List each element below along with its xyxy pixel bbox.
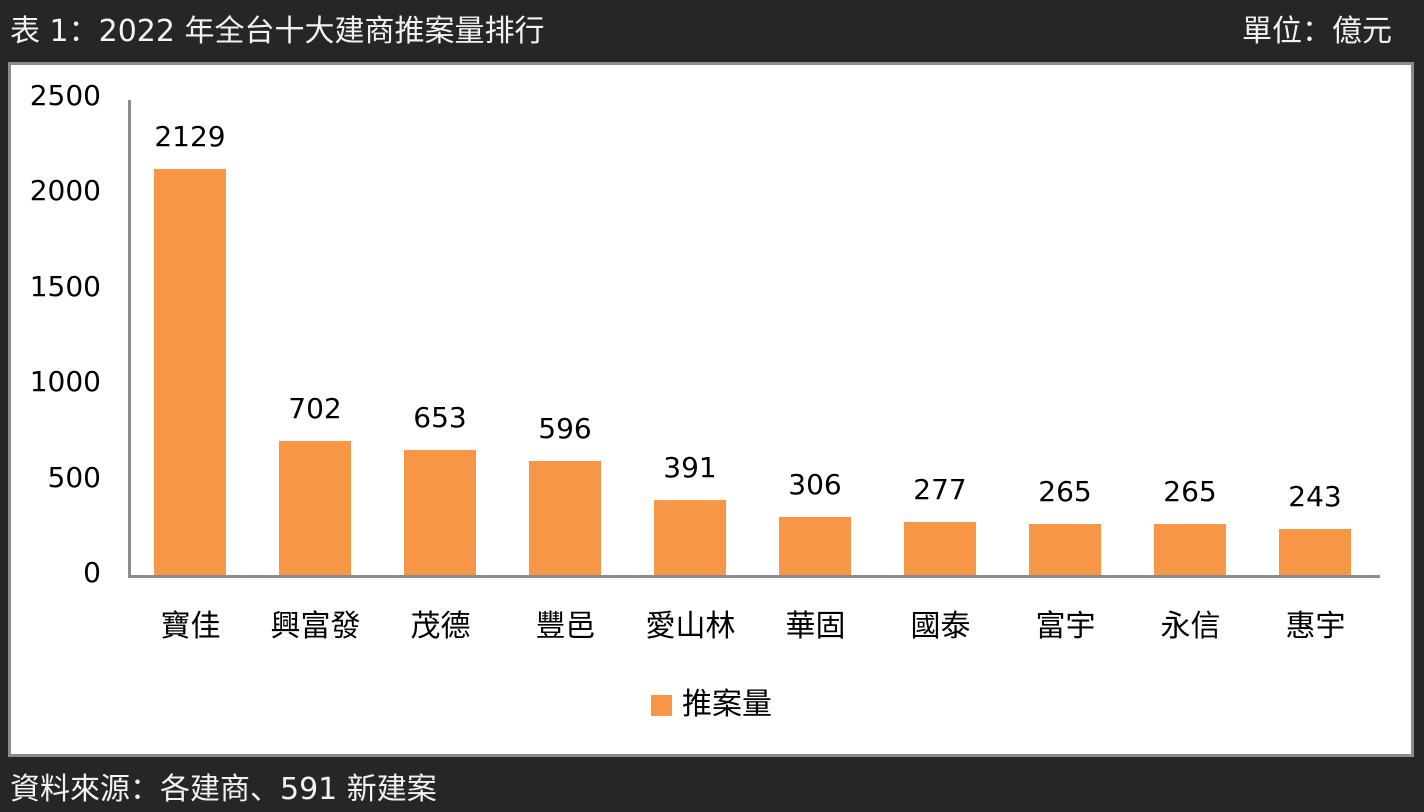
y-tick-label: 1500 (29, 269, 101, 303)
x-category-label: 華固 (785, 609, 846, 644)
y-tick-label: 1000 (29, 365, 101, 399)
x-category-label: 茂德 (410, 609, 471, 644)
plot-area: 0 500 1000 1500 2000 2500 2129 寶佳 702 興富發 653 茂德 596… (11, 65, 1411, 754)
x-category-label: 興富發 (270, 609, 361, 644)
bar-value-label: 306 (788, 467, 842, 501)
bar (529, 461, 601, 575)
legend-label: 推案量 (682, 687, 772, 722)
x-category-label: 國泰 (910, 609, 971, 644)
bar (279, 441, 351, 575)
x-axis-line (128, 575, 1380, 578)
x-category-label: 寶佳 (160, 609, 221, 644)
x-category-label: 愛山林 (645, 609, 736, 644)
bar (654, 500, 726, 575)
bar-value-label: 391 (663, 451, 717, 485)
bar-value-label: 702 (288, 392, 342, 426)
y-axis-line (128, 100, 131, 578)
legend-swatch-icon (651, 694, 672, 716)
bar-value-label: 243 (1288, 479, 1342, 513)
y-tick-label: 2500 (29, 79, 101, 112)
y-tick-label: 2000 (29, 174, 101, 208)
legend: 推案量 (651, 687, 772, 723)
chart-panel: 0 500 1000 1500 2000 2500 2129 寶佳 702 興富發 653 茂德 596… (8, 62, 1414, 757)
y-tick-label: 0 (83, 556, 101, 589)
bar (904, 522, 976, 575)
bar-value-label: 596 (538, 412, 592, 446)
bar (154, 168, 226, 575)
x-category-label: 富宇 (1035, 609, 1096, 644)
bar (1029, 524, 1101, 575)
bar (1279, 528, 1351, 575)
bar-value-label: 265 (1163, 475, 1217, 509)
unit-label: 單位：億元 (1242, 14, 1392, 49)
bar-value-label: 653 (413, 401, 467, 435)
source-note: 資料來源：各建商、591 新建案 (10, 772, 437, 807)
bar-value-label: 265 (1038, 475, 1092, 509)
bar (779, 516, 851, 575)
x-category-label: 惠宇 (1285, 609, 1346, 644)
y-tick-label: 500 (47, 460, 101, 494)
bar-value-label: 277 (913, 473, 967, 507)
bar (1154, 524, 1226, 575)
chart-title: 表 1：2022 年全台十大建商推案量排行 (10, 14, 545, 49)
bar-value-label: 2129 (154, 119, 226, 153)
bar (404, 450, 476, 575)
x-category-label: 永信 (1160, 609, 1221, 644)
x-category-label: 豐邑 (535, 609, 596, 644)
